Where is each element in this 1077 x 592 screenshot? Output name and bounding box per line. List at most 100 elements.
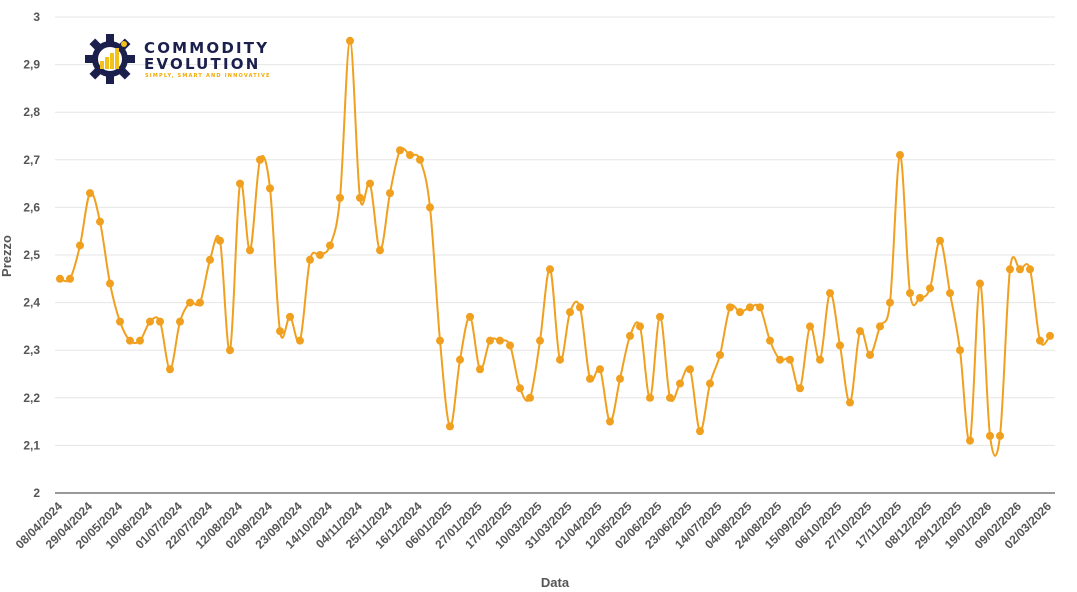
data-point — [186, 298, 194, 307]
data-point — [256, 155, 264, 164]
data-point — [226, 346, 234, 355]
data-point — [556, 355, 564, 364]
data-point — [166, 365, 174, 374]
data-point — [686, 365, 694, 374]
data-point — [426, 203, 434, 212]
y-tick-label: 3 — [33, 10, 40, 24]
data-point — [196, 298, 204, 307]
data-point — [246, 246, 254, 255]
y-tick-label: 2,4 — [23, 296, 40, 310]
data-point — [886, 298, 894, 307]
data-point — [786, 355, 794, 364]
logo-brand-line1: COMMODITY — [144, 39, 270, 57]
gear-chart-icon — [85, 34, 135, 84]
data-point — [406, 151, 414, 160]
data-point — [916, 293, 924, 302]
data-point — [86, 189, 94, 198]
data-point — [76, 241, 84, 250]
data-point — [296, 336, 304, 345]
data-point — [536, 336, 544, 345]
data-point — [936, 236, 944, 245]
data-point — [146, 317, 154, 326]
data-point — [666, 393, 674, 402]
data-point — [1006, 265, 1014, 274]
data-point — [706, 379, 714, 388]
data-point — [676, 379, 684, 388]
data-point — [66, 274, 74, 283]
data-point — [136, 336, 144, 345]
x-axis-title: Data — [541, 575, 570, 590]
data-point — [446, 422, 454, 431]
logo-tagline: SIMPLY, SMART AND INNOVATIVE — [145, 73, 271, 79]
grid-lines — [55, 16, 1055, 494]
y-tick-label: 2,1 — [23, 438, 40, 452]
y-tick-label: 2,8 — [23, 105, 40, 119]
y-tick-label: 2,2 — [23, 391, 40, 405]
price-line — [59, 39, 1051, 457]
data-point — [796, 384, 804, 393]
data-point — [836, 341, 844, 350]
data-point — [516, 384, 524, 393]
data-point — [946, 289, 954, 298]
data-point — [726, 303, 734, 312]
data-point — [976, 279, 984, 288]
data-point — [646, 393, 654, 402]
data-point — [466, 312, 474, 321]
data-point — [1036, 336, 1044, 345]
data-point — [986, 431, 994, 440]
data-point — [826, 289, 834, 298]
data-point — [176, 317, 184, 326]
data-point — [456, 355, 464, 364]
data-point — [716, 350, 724, 359]
y-axis-title: Prezzo — [0, 235, 14, 277]
data-point — [1016, 265, 1024, 274]
data-point — [656, 312, 664, 321]
data-point — [386, 189, 394, 198]
y-axis-ticks: 2 2,1 2,2 2,3 2,4 2,5 2,6 2,7 2,8 2,9 3 — [23, 10, 40, 500]
data-point — [396, 146, 404, 155]
data-point — [996, 431, 1004, 440]
data-point — [816, 355, 824, 364]
logo-brand-line2: EVOLUTION — [144, 55, 261, 73]
data-point — [236, 179, 244, 188]
data-point — [216, 236, 224, 245]
data-point — [966, 436, 974, 445]
data-point — [626, 331, 634, 340]
data-point — [846, 398, 854, 407]
data-point — [766, 336, 774, 345]
data-point — [96, 217, 104, 226]
data-point — [336, 193, 344, 202]
data-point — [496, 336, 504, 345]
data-point — [506, 341, 514, 350]
data-point — [376, 246, 384, 255]
data-point — [576, 303, 584, 312]
data-point — [926, 284, 934, 293]
data-point — [366, 179, 374, 188]
data-point — [956, 346, 964, 355]
data-point — [696, 427, 704, 436]
y-tick-label: 2,7 — [23, 153, 40, 167]
commodity-evolution-logo: COMMODITY EVOLUTION SIMPLY, SMART AND IN… — [84, 33, 274, 85]
data-point — [356, 193, 364, 202]
data-point — [876, 322, 884, 331]
data-point — [756, 303, 764, 312]
data-point — [126, 336, 134, 345]
data-point — [566, 308, 574, 317]
data-point — [736, 308, 744, 317]
data-point — [1046, 331, 1054, 340]
data-point — [476, 365, 484, 374]
data-points — [56, 36, 1054, 445]
data-point — [276, 327, 284, 336]
y-tick-label: 2,3 — [23, 343, 40, 357]
data-point — [106, 279, 114, 288]
data-point — [806, 322, 814, 331]
data-point — [746, 303, 754, 312]
data-point — [326, 241, 334, 250]
data-point — [1026, 265, 1034, 274]
data-point — [546, 265, 554, 274]
data-point — [306, 255, 314, 264]
data-point — [116, 317, 124, 326]
x-axis-ticks: 08/04/202429/04/202420/05/202410/06/2024… — [13, 499, 1055, 552]
data-point — [636, 322, 644, 331]
